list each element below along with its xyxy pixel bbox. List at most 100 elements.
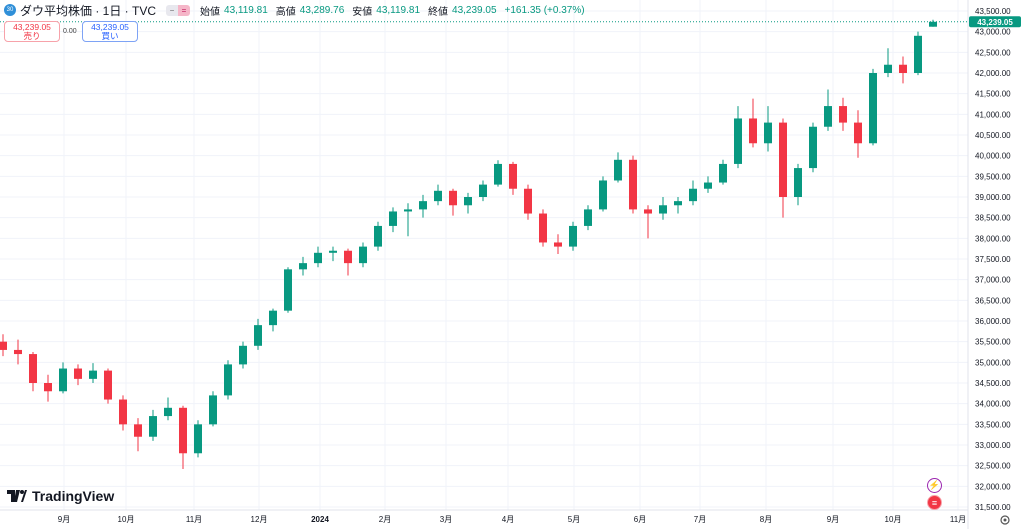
candle [689,180,697,206]
symbol-badge: 30 [4,4,16,16]
buy-price: 43,239.05 [91,22,129,32]
price-tick-label: 35,500.00 [975,338,1011,347]
candle-body [689,188,697,202]
price-tick-label: 41,000.00 [975,110,1011,119]
candle-body [224,364,232,396]
price-tick-label: 42,000.00 [975,69,1011,78]
candle [254,318,262,350]
candle [74,364,82,386]
price-tick-label: 43,000.00 [975,28,1011,37]
candle-body [719,163,727,183]
price-tick-label: 33,000.00 [975,441,1011,450]
price-axis[interactable]: 43,500.00 43,000.00 42,500.00 42,000.00 41,5… [975,7,1011,512]
price-tick-label: 34,000.00 [975,400,1011,409]
time-tick-label: 2024 [311,515,329,524]
candle-body [59,368,67,392]
candle [449,188,457,216]
view-toggle[interactable]: − = [166,4,191,16]
price-tick-label: 40,500.00 [975,131,1011,140]
equals-icon[interactable]: = [178,4,191,16]
time-tick-label: 8月 [760,515,772,524]
candle-body [509,163,517,189]
candle-body [569,225,577,247]
candle [209,391,217,427]
candle [329,246,337,262]
candle-body [644,209,652,214]
candle [914,31,922,76]
candle [194,420,202,458]
candle-body [179,407,187,454]
buy-button[interactable]: 43,239.05 買い [82,21,138,42]
close-value: 43,239.05 [452,4,497,16]
candle-body [419,201,427,210]
candle [869,68,877,146]
candle-body [479,184,487,197]
candle-body [809,126,817,169]
candle-body [584,209,592,226]
candle [629,155,637,214]
minus-icon[interactable]: − [166,4,179,16]
candle [509,161,517,195]
candle-body [119,399,127,425]
candle-body [629,159,637,210]
candle-body [74,368,82,379]
symbol-title[interactable]: ダウ平均株価 · 1日 · TVC [20,3,157,18]
time-tick-label: 4月 [502,515,514,524]
candle-body [599,180,607,210]
candle [164,397,172,421]
time-tick-label: 5月 [568,515,580,524]
candle [824,89,832,131]
us-flag-icon[interactable]: ≡ [927,495,942,510]
time-tick-label: 11月 [186,515,202,524]
candle [854,110,862,158]
candle-body [884,64,892,73]
price-tick-label: 42,500.00 [975,48,1011,57]
time-axis[interactable]: 9月 10月 11月 12月 2024 2月 3月 4月 5月 6月 7月 8月 9月 10月 11月 [58,515,966,524]
candle [644,205,652,239]
gear-icon[interactable] [1000,515,1010,525]
candle [419,194,427,218]
candle [569,221,577,251]
candle-body [134,424,142,437]
sell-button[interactable]: 43,239.05 売り [4,21,60,42]
candle [374,221,382,251]
candle [614,152,622,183]
candle [734,106,742,169]
price-tick-label: 38,500.00 [975,214,1011,223]
candle [59,362,67,394]
open-label: 始値 [200,6,221,18]
candle-body [344,250,352,264]
tradingview-logo[interactable]: TradingView [7,488,114,504]
candle [434,184,442,206]
legend-header: 30 ダウ平均株価 · 1日 · TVC − = 始値 43,119.81 高値 43… [4,2,589,18]
buy-label: 買い [101,31,119,41]
candle-body [404,209,412,212]
candle [704,176,712,193]
candle [719,159,727,185]
price-tick-label: 32,500.00 [975,462,1011,471]
price-tick-label: 39,500.00 [975,172,1011,181]
candle-body [284,269,292,311]
candle-body [764,122,772,144]
price-tick-label: 36,500.00 [975,296,1011,305]
price-tick-label: 32,000.00 [975,482,1011,491]
last-price-tag: 43,239.05 [969,16,1021,28]
candle [389,207,397,233]
time-tick-label: 12月 [251,515,268,524]
candle [539,209,547,247]
candle [149,409,157,441]
lightning-icon[interactable]: ⚡ [927,478,942,493]
candle-body [434,190,442,202]
candle-body [674,201,682,206]
candle [764,106,772,152]
candle-body [554,242,562,247]
candle [584,205,592,231]
candle-body [359,246,367,264]
time-tick-label: 3月 [440,515,452,524]
candle [134,418,142,452]
candle [809,122,817,173]
candle-body [464,197,472,206]
price-tick-label: 31,500.00 [975,503,1011,512]
candle [794,163,802,206]
